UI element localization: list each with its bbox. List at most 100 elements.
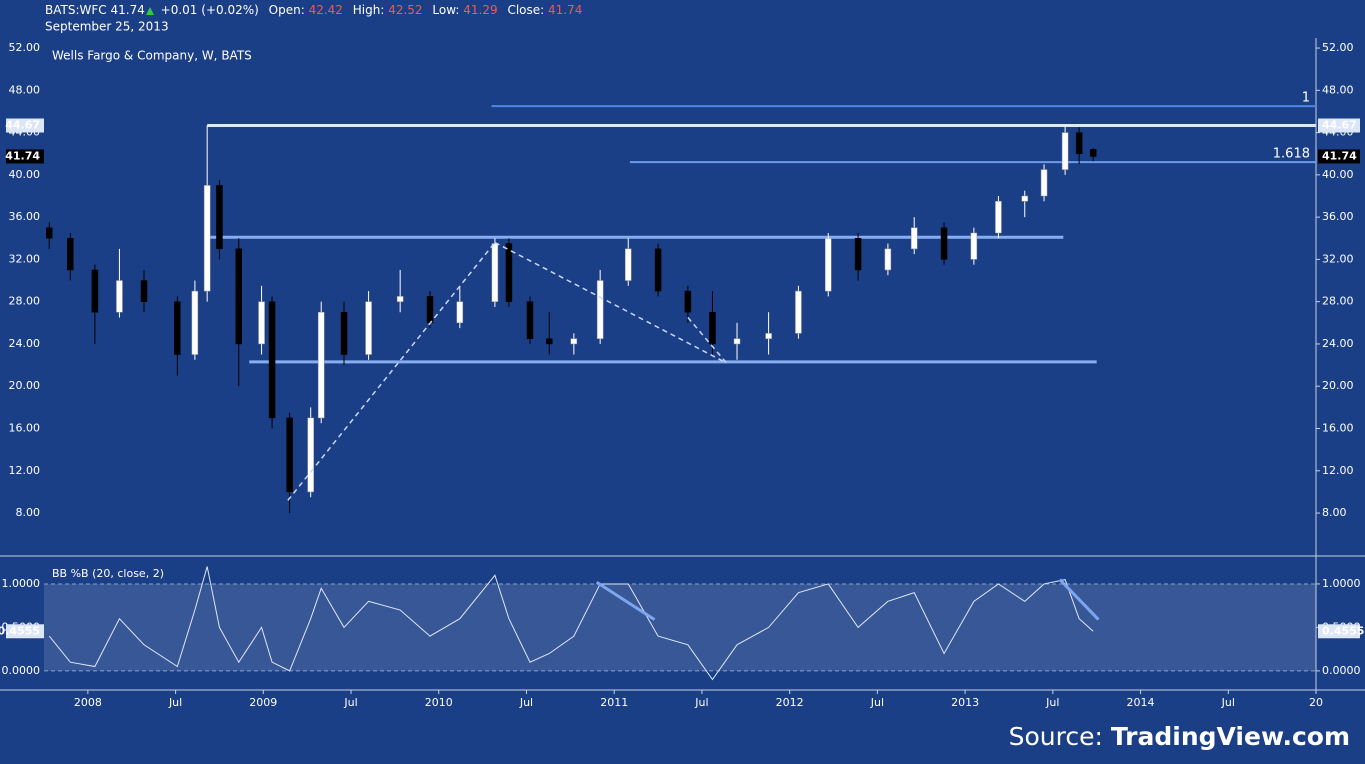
candle-body <box>940 227 948 260</box>
x-tick-label: Jul <box>1045 696 1059 709</box>
y-tick-label: 24.00 <box>9 337 41 350</box>
y-tick-label: 1.0000 <box>2 577 41 590</box>
label: Low: <box>432 3 459 17</box>
candle-body <box>765 333 772 339</box>
x-tick-label: 2010 <box>425 696 453 709</box>
candle-body <box>684 290 692 313</box>
x-tick-label: 2009 <box>249 696 277 709</box>
y-tick-label: 52.00 <box>1322 41 1354 54</box>
x-tick-label: Jul <box>343 696 357 709</box>
price-marker-label: 0.4555 <box>1322 624 1364 637</box>
candle-body <box>596 280 604 339</box>
price-marker <box>6 118 44 133</box>
symbol: BATS:WFC <box>45 3 107 17</box>
y-tick-label: 0.0000 <box>1322 664 1361 677</box>
price-marker <box>6 149 44 164</box>
y-tick-label: 20.00 <box>1322 379 1354 392</box>
up-arrow <box>146 7 154 15</box>
candle-body <box>910 227 918 250</box>
candle-body <box>116 280 123 313</box>
candle-body <box>1075 132 1083 154</box>
candle-body <box>709 311 716 345</box>
candle-body <box>174 301 181 355</box>
y-tick-label: 40.00 <box>9 168 41 181</box>
label: Close: <box>507 3 544 17</box>
x-tick-label: Jul <box>694 696 708 709</box>
y-tick-label: 16.00 <box>1322 421 1354 434</box>
candle-body <box>654 248 662 292</box>
candle-body <box>340 311 348 355</box>
candle-body <box>884 248 892 271</box>
value: 41.74 <box>548 3 582 17</box>
candle-body <box>396 296 404 302</box>
y-tick-label: 20.00 <box>9 379 41 392</box>
x-tick-label: Jul <box>519 696 533 709</box>
price-marker-label: 41.74 <box>1322 149 1357 162</box>
candle-body <box>365 301 372 355</box>
value: 41.29 <box>463 3 497 17</box>
source: Source: TradingView.com <box>1009 722 1350 751</box>
indicator-line <box>48 566 1094 681</box>
trend-line <box>287 242 496 501</box>
y-tick-label: 12.00 <box>1322 464 1354 477</box>
y-tick-label: 28.00 <box>9 295 41 308</box>
candle-body <box>995 201 1002 234</box>
label: Open: <box>269 3 305 17</box>
chart-title: Wells Fargo & Company, W, BATS <box>52 49 252 63</box>
candle-body <box>825 238 832 292</box>
candle-body <box>235 248 242 345</box>
y-tick-label: 52.00 <box>9 41 41 54</box>
y-tick-label: 8.00 <box>1322 506 1347 519</box>
band <box>44 583 1316 671</box>
x-tick-label: 20 <box>1309 696 1323 709</box>
y-tick-label: 48.00 <box>9 83 41 96</box>
candle-body <box>307 417 314 493</box>
trend-line <box>1058 578 1100 621</box>
candle-body <box>526 301 534 339</box>
y-tick-label: 0.0000 <box>2 664 41 677</box>
level-label: 1.618 <box>1273 147 1310 162</box>
y-tick-label: 32.00 <box>9 252 41 265</box>
y-tick-label: 40.00 <box>1322 168 1354 181</box>
candle-body <box>1040 169 1048 197</box>
value: 42.52 <box>388 3 422 17</box>
candle-body <box>426 296 434 324</box>
x-tick-label: 2014 <box>1127 696 1155 709</box>
last: 41.74 <box>110 3 144 17</box>
candle-body <box>91 269 99 313</box>
x-tick-label: Jul <box>168 696 182 709</box>
x-tick-label: Jul <box>1221 696 1235 709</box>
candle-body <box>268 301 276 419</box>
candle-body <box>203 185 211 292</box>
candle-body <box>1021 195 1029 202</box>
source-prefix: Source: <box>1009 722 1103 751</box>
candle-body <box>1089 149 1097 157</box>
price-marker-label: 41.74 <box>5 149 40 162</box>
candle-body <box>216 185 223 250</box>
header-quote: BATS:WFC 41.74 +0.01 (+0.02%) Open: 42.4… <box>45 3 582 17</box>
x-tick-label: 2012 <box>776 696 804 709</box>
y-tick-label: 36.00 <box>9 210 41 223</box>
indicator-title: BB %B (20, close, 2) <box>52 567 164 580</box>
candle-body <box>258 301 265 345</box>
x-tick-label: Jul <box>870 696 884 709</box>
candle-body <box>1061 132 1069 170</box>
candle-body <box>795 290 802 334</box>
candle-body <box>624 248 632 281</box>
trend-line <box>494 241 727 364</box>
y-tick-label: 24.00 <box>1322 337 1354 350</box>
candle-body <box>854 238 862 271</box>
price-marker-label: 44.67 <box>1322 119 1357 132</box>
change: +0.01 (+0.02%) <box>161 3 259 17</box>
candle-body <box>191 290 199 355</box>
header-date: September 25, 2013 <box>45 20 169 34</box>
candle-body <box>505 243 513 302</box>
label: High: <box>353 3 385 17</box>
candle-body <box>67 238 74 271</box>
y-tick-label: 16.00 <box>9 421 41 434</box>
candle-body <box>546 338 553 345</box>
y-tick-label: 48.00 <box>1322 83 1354 96</box>
candle-body <box>733 338 741 345</box>
